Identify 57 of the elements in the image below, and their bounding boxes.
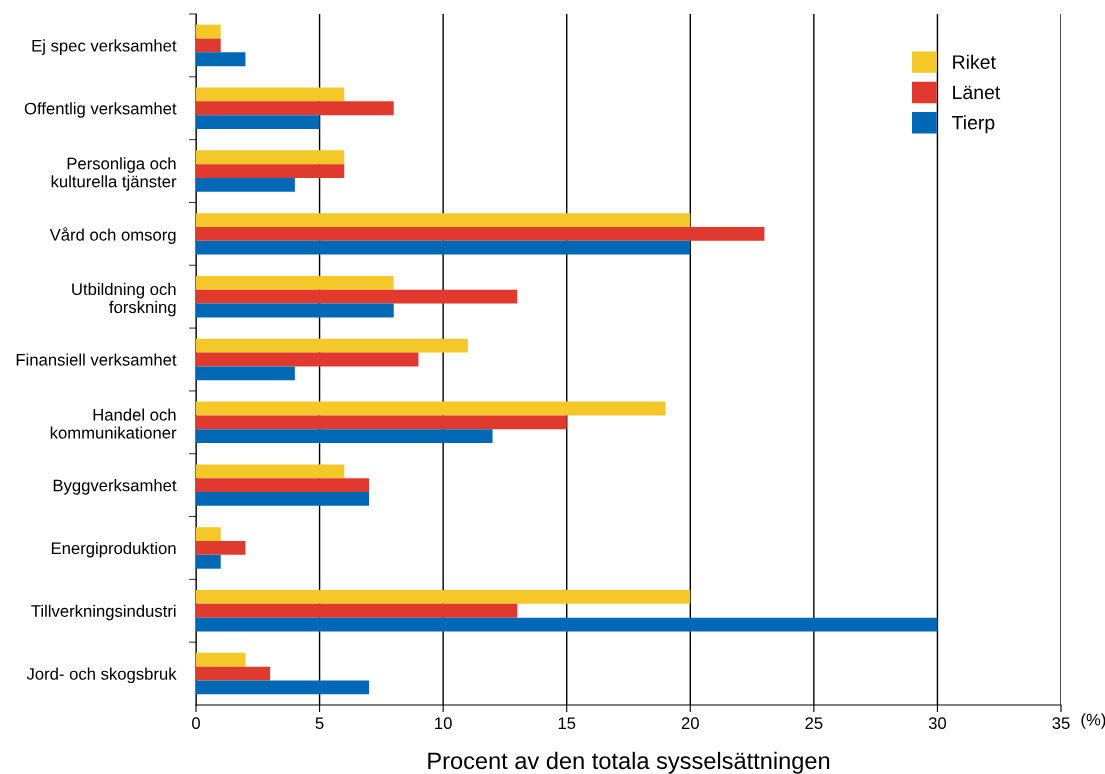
legend-label: Länet: [953, 85, 1001, 100]
y-tick-label: Vård och omsorg: [49, 227, 176, 245]
bar: [196, 478, 369, 493]
y-tick-label: Byggverksamhet: [53, 479, 177, 495]
bar: [196, 24, 221, 39]
bar: [196, 527, 221, 542]
x-tick-label: 25: [805, 717, 823, 730]
bar: [196, 115, 320, 129]
legend-label: Riket: [953, 54, 996, 69]
x-tick-label: 20: [681, 717, 699, 730]
bar: [196, 366, 295, 381]
y-tick-label: Utbildning och forskning: [72, 282, 176, 317]
bar: [196, 289, 518, 304]
y-tick-label: Ej spec verksamhet: [32, 39, 177, 55]
bar: [196, 87, 345, 102]
bar: [196, 226, 765, 241]
y-tick-label: Tillverkningsindustri: [31, 604, 176, 621]
x-tick-label: 0: [192, 717, 200, 730]
bar: [196, 554, 221, 569]
y-tick-label: Energiproduktion: [51, 541, 176, 558]
bar: [196, 150, 345, 165]
x-axis-title: Procent av den totala sysselsättningen: [428, 751, 830, 774]
bar: [196, 652, 246, 667]
y-tick-label: Handel och kommunikationer: [50, 408, 177, 439]
bar: [196, 164, 345, 178]
bar: [196, 401, 666, 416]
bar: [196, 415, 567, 430]
bar: [196, 213, 691, 227]
y-tick-label: Offentlig verksamhet: [24, 102, 177, 118]
bar: [196, 541, 246, 555]
bar: [196, 177, 295, 192]
bar: [196, 590, 691, 604]
bar: [196, 352, 419, 367]
x-tick-label: 5: [315, 717, 324, 730]
bar: [196, 52, 246, 67]
x-tick-label: 30: [928, 717, 947, 730]
y-tick-label: Jord- och skogsbruk: [26, 667, 177, 684]
x-tick-label: 35: [1052, 717, 1070, 730]
legend-label: Tierp: [952, 115, 995, 134]
bar: [196, 338, 468, 353]
bar: [196, 429, 493, 444]
x-tick-label: 15: [558, 717, 576, 730]
bar: [196, 275, 394, 290]
bar: [196, 101, 394, 116]
bar: [196, 492, 369, 506]
text: (%): [1081, 713, 1105, 729]
bar: [196, 617, 938, 632]
bar: [196, 240, 691, 255]
bar: [196, 603, 518, 618]
y-tick-label: Personliga och kulturella tjänster: [51, 157, 177, 191]
x-tick-label: 10: [435, 717, 452, 730]
bar: [196, 464, 345, 479]
bar: [196, 303, 394, 318]
bar: [196, 38, 221, 53]
y-tick-label: Finansiell verksamhet: [16, 353, 177, 366]
bar: [196, 666, 271, 681]
bar: [196, 680, 369, 695]
